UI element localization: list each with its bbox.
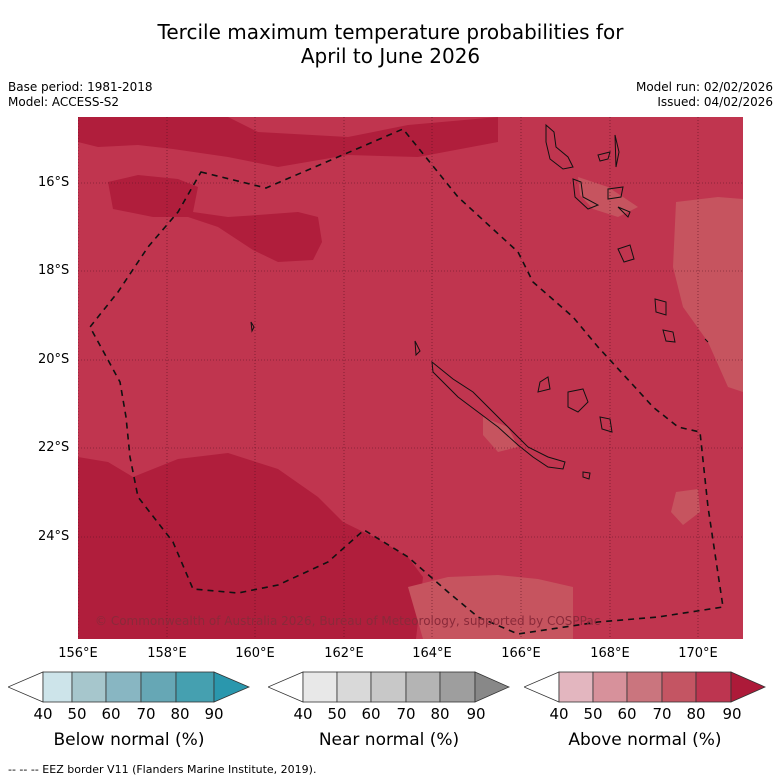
island-anatom [704, 338, 709, 343]
legend-tick: 90 [722, 705, 742, 723]
lon-label: 166°E [501, 646, 541, 661]
legend-ticks: 40 50 60 70 80 90 [8, 705, 250, 723]
legend-tick: 60 [101, 705, 121, 723]
region-above-90-south [78, 453, 423, 639]
lon-label: 170°E [678, 646, 718, 661]
island-lifou [567, 388, 589, 413]
island-rennell [250, 321, 255, 333]
lat-label: 22°S [38, 440, 70, 455]
eez-border [89, 128, 724, 635]
legend-tick: 40 [33, 705, 53, 723]
island-tanna [662, 329, 676, 343]
lat-label: 20°S [38, 352, 70, 367]
region-above-70-newcal [483, 417, 518, 452]
coastlines [250, 123, 709, 480]
legend-tick: 50 [327, 705, 347, 723]
island-erromango [654, 298, 667, 316]
island-pentecost [614, 134, 620, 168]
region-above-90-west [108, 175, 322, 262]
legend-ticks: 40 50 60 70 80 90 [524, 705, 766, 723]
island-walpole [582, 471, 591, 480]
island-ouvea [537, 376, 551, 393]
legend-tick: 80 [686, 705, 706, 723]
legend-tick: 60 [361, 705, 381, 723]
map-canvas [78, 117, 743, 639]
probability-map: © Commonwealth of Australia 2026, Bureau… [78, 117, 743, 639]
lon-label: 156°E [58, 646, 98, 661]
meta-right: Model run: 02/02/2026 Issued: 04/02/2026 [636, 80, 773, 110]
legend-near-normal: 40 50 60 70 80 90 Near normal (%) [266, 671, 510, 750]
legend-tick: 70 [396, 705, 416, 723]
lon-label: 158°E [147, 646, 187, 661]
lat-label: 24°S [38, 529, 70, 544]
legend-tick: 50 [67, 705, 87, 723]
legend-tick: 70 [136, 705, 156, 723]
lon-label: 160°E [235, 646, 275, 661]
island-malekula [572, 178, 600, 210]
lat-label: 16°S [38, 175, 70, 190]
copyright-text: © Commonwealth of Australia 2026, Bureau… [95, 614, 601, 628]
legend-tick: 60 [617, 705, 637, 723]
title-line-1: Tercile maximum temperature probabilitie… [157, 20, 624, 44]
island-chesterfield [414, 340, 421, 357]
legend-tick: 40 [293, 705, 313, 723]
island-epi [607, 186, 624, 200]
legend-tick: 50 [583, 705, 603, 723]
legend-tick: 70 [652, 705, 672, 723]
island-espiritu-santo [545, 123, 574, 170]
colorbar-near [266, 671, 510, 703]
legend-tick: 90 [204, 705, 224, 723]
legend-ticks: 40 50 60 70 80 90 [268, 705, 510, 723]
island-new-caledonia [431, 360, 566, 470]
legend-tick: 80 [170, 705, 190, 723]
lon-label: 168°E [590, 646, 630, 661]
legend-label: Above normal (%) [568, 730, 722, 750]
island-shepherd [617, 206, 631, 218]
legend-tick: 80 [430, 705, 450, 723]
lat-label: 18°S [38, 263, 70, 278]
legend-below-normal: 40 50 60 70 80 90 Below normal (%) [6, 671, 251, 750]
issued-date: Issued: 04/02/2026 [657, 95, 773, 109]
legend-label: Below normal (%) [53, 730, 205, 750]
legend-tick: 90 [466, 705, 486, 723]
lon-label: 164°E [412, 646, 452, 661]
base-period: Base period: 1981-2018 [8, 80, 153, 94]
region-above-70-patch [671, 489, 700, 525]
meta-left: Base period: 1981-2018 Model: ACCESS-S2 [8, 80, 153, 110]
model-name: Model: ACCESS-S2 [8, 95, 120, 109]
colorbar-below [6, 671, 251, 703]
graticule [78, 117, 743, 639]
title-line-2: April to June 2026 [300, 44, 481, 68]
island-efate [617, 244, 635, 263]
lon-label: 162°E [324, 646, 364, 661]
region-above-90-north [78, 117, 498, 167]
legend-label: Near normal (%) [318, 730, 460, 750]
model-run: Model run: 02/02/2026 [635, 80, 773, 94]
chart-title: Tercile maximum temperature probabilitie… [0, 20, 781, 68]
island-mare [599, 416, 613, 433]
eez-footnote: -- -- -- EEZ border V11 (Flanders Marine… [8, 763, 317, 776]
region-above-70-east [673, 197, 743, 392]
region-above-70-south [408, 575, 573, 639]
legend-above-normal: 40 50 60 70 80 90 Above normal (%) [522, 671, 766, 750]
legend-tick: 40 [549, 705, 569, 723]
colorbar-above [522, 671, 766, 703]
island-ambae [597, 151, 611, 162]
